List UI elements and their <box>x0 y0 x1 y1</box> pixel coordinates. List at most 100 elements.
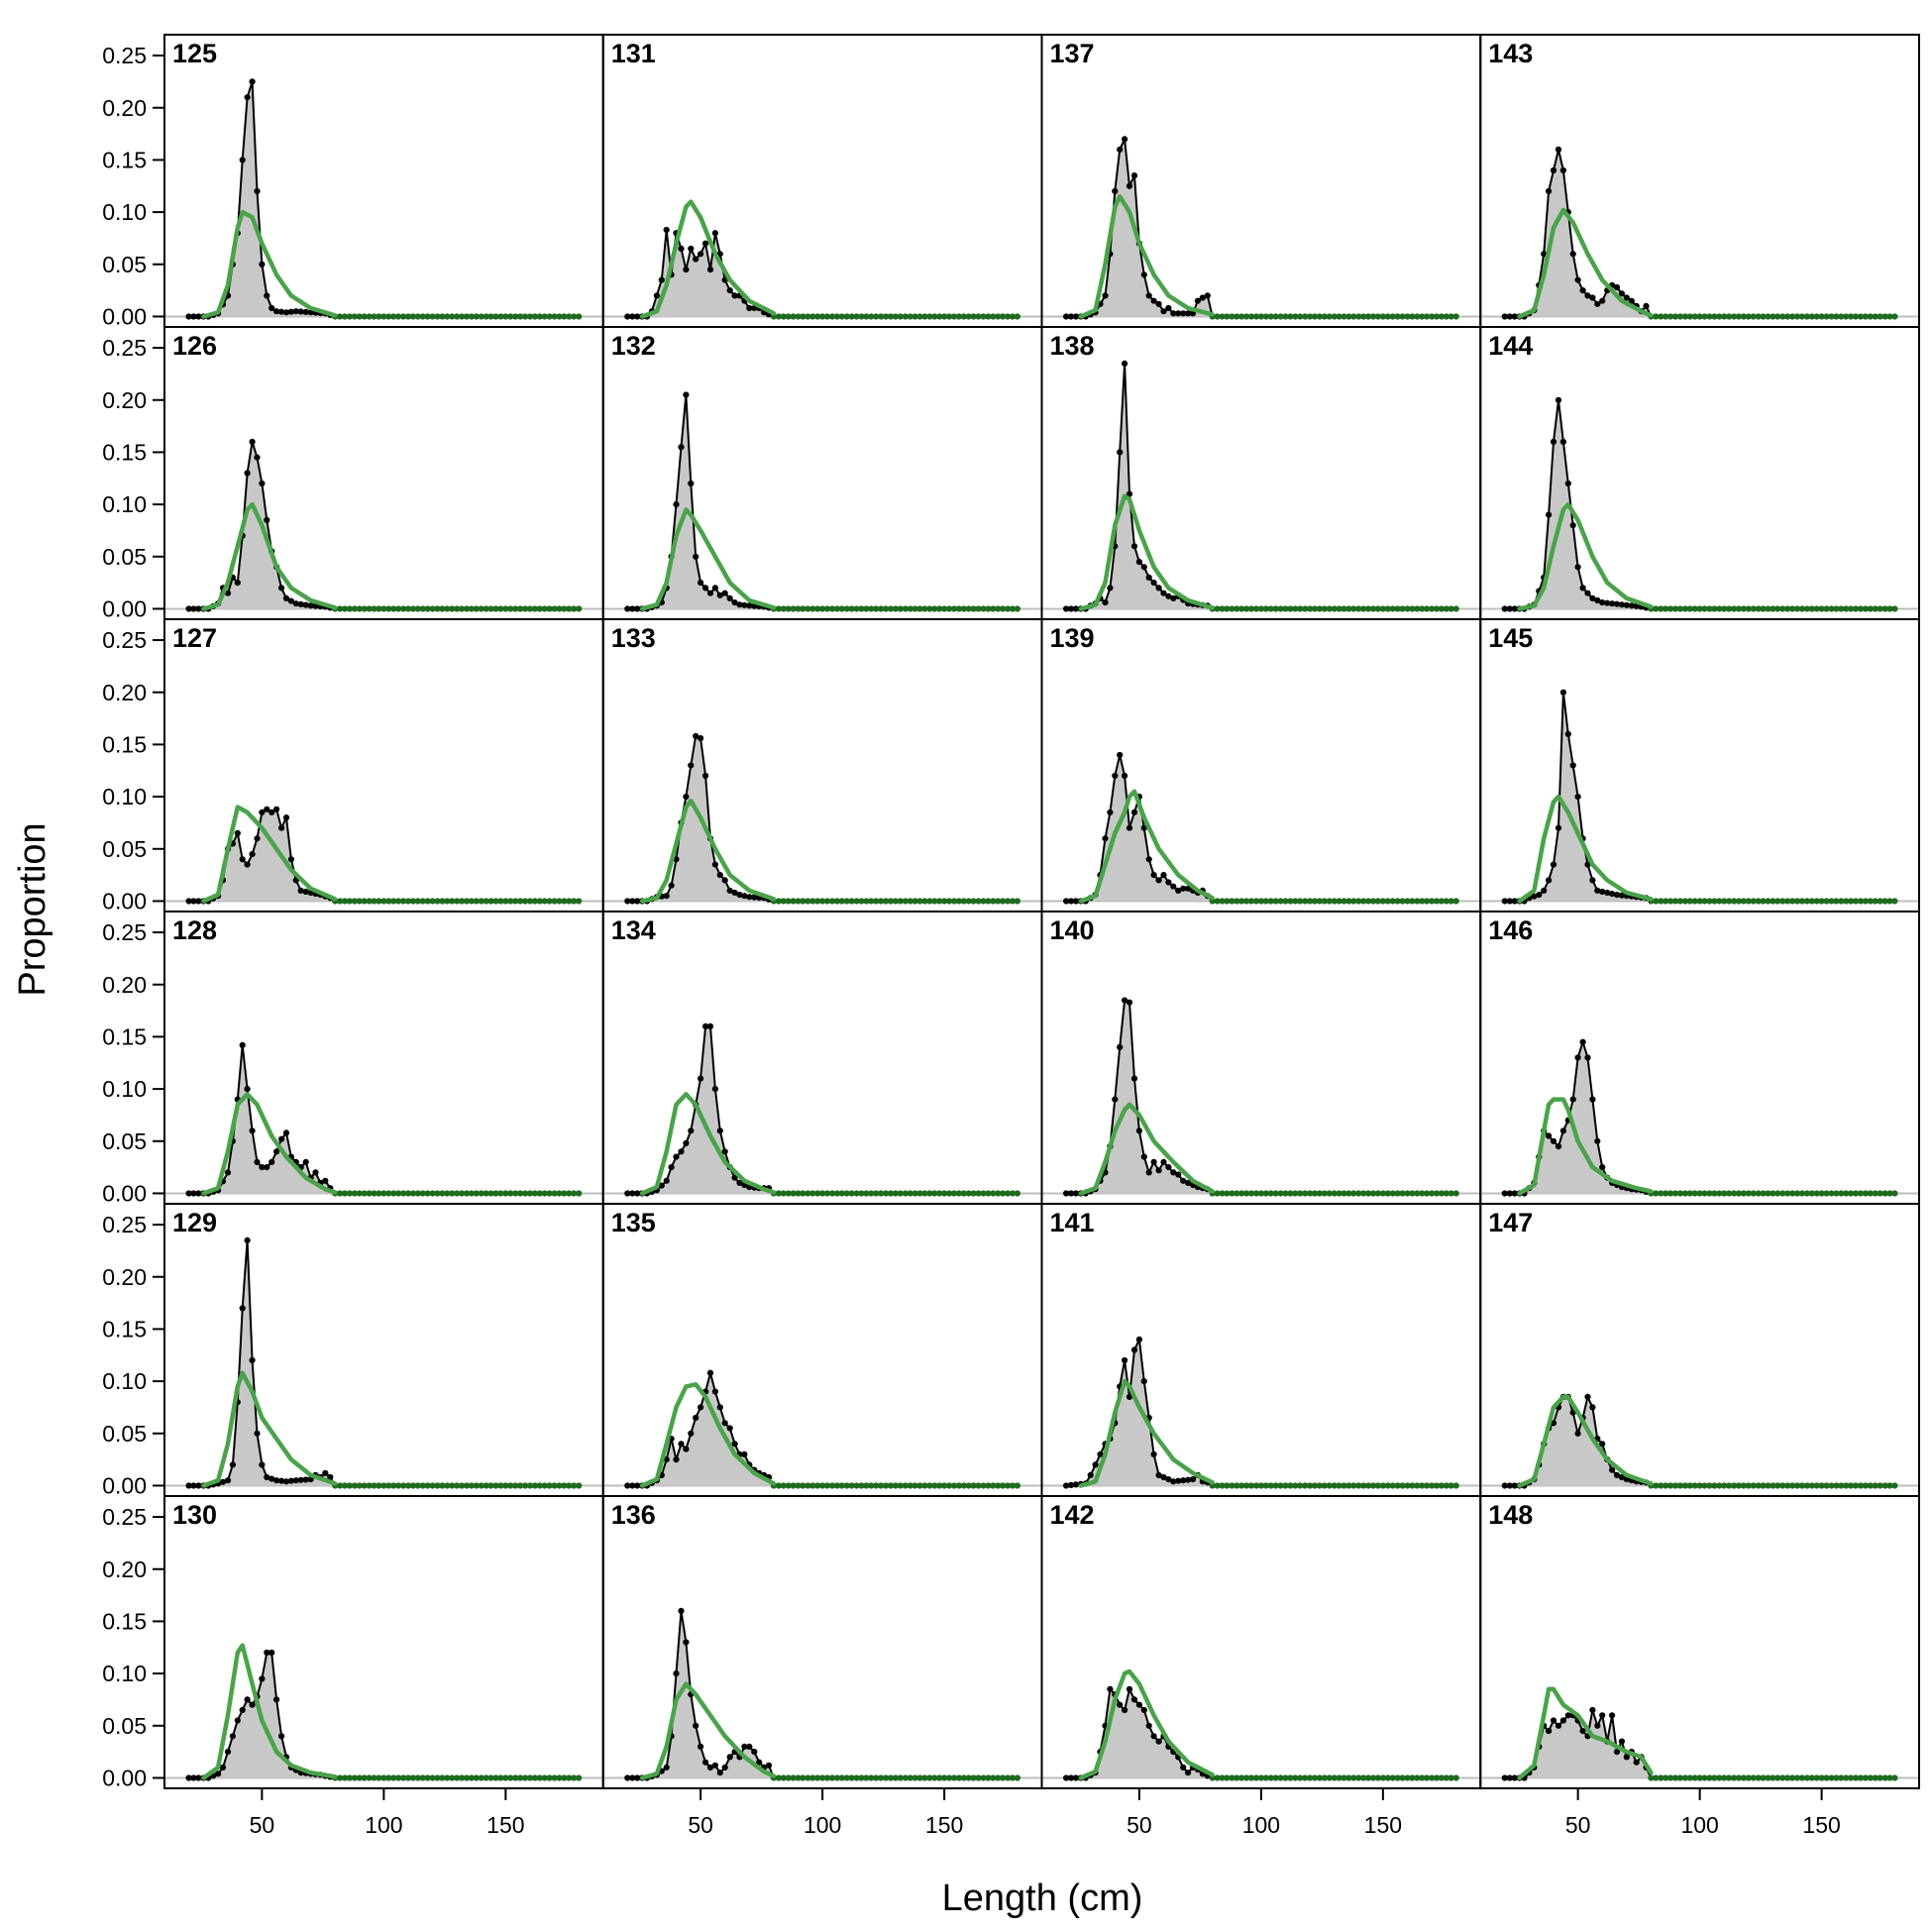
observed-point <box>1701 313 1708 320</box>
y-tick-label: 0.20 <box>102 1264 147 1290</box>
observed-point <box>936 605 943 612</box>
observed-point <box>1277 1482 1284 1489</box>
observed-area <box>1066 1000 1213 1194</box>
observed-point <box>629 1190 636 1197</box>
observed-point <box>833 605 841 612</box>
observed-point <box>1277 1774 1284 1781</box>
observed-point <box>1438 313 1445 320</box>
observed-point <box>1272 1482 1279 1489</box>
y-tick-label: 0.25 <box>102 43 147 68</box>
observed-point <box>297 1476 304 1483</box>
observed-point <box>975 1774 982 1781</box>
observed-point <box>282 594 290 602</box>
observed-point <box>1122 997 1128 1004</box>
observed-point <box>1671 898 1679 905</box>
observed-point <box>1229 1774 1235 1781</box>
panel-label: 127 <box>172 623 217 653</box>
observed-point <box>282 1129 290 1136</box>
observed-point <box>1262 1774 1269 1781</box>
observed-point <box>259 1461 266 1468</box>
observed-point <box>945 313 953 320</box>
observed-point <box>1686 313 1693 320</box>
observed-point <box>1326 313 1333 320</box>
observed-point <box>809 313 816 320</box>
observed-point <box>1779 1774 1786 1781</box>
observed-point <box>1102 835 1109 842</box>
observed-point <box>1760 1774 1767 1781</box>
observed-point <box>444 605 451 612</box>
observed-point <box>1536 892 1543 899</box>
observed-point <box>531 1190 539 1197</box>
observed-point <box>1282 313 1289 320</box>
observed-point <box>561 898 568 905</box>
observed-point <box>1331 313 1338 320</box>
observed-point <box>965 313 972 320</box>
observed-point <box>190 1774 197 1781</box>
observed-point <box>1150 872 1157 879</box>
observed-point <box>800 898 806 905</box>
y-tick-label: 0.10 <box>102 1661 147 1686</box>
observed-point <box>414 1482 421 1489</box>
observed-point <box>1282 605 1289 612</box>
observed-point <box>1716 1774 1723 1781</box>
observed-point <box>278 824 285 831</box>
observed-point <box>1234 605 1240 612</box>
observed-point <box>683 1639 690 1646</box>
observed-point <box>571 898 578 905</box>
y-tick-label: 0.05 <box>102 836 147 862</box>
observed-point <box>1005 898 1012 905</box>
observed-point <box>716 1404 723 1411</box>
observed-point <box>823 1190 831 1197</box>
observed-point <box>1424 1774 1431 1781</box>
observed-point <box>1379 313 1386 320</box>
observed-point <box>1267 1190 1274 1197</box>
observed-point <box>268 304 275 312</box>
observed-point <box>1770 898 1776 905</box>
panel-label: 144 <box>1488 331 1533 361</box>
observed-point <box>1389 898 1396 905</box>
observed-point <box>1257 898 1264 905</box>
observed-point <box>1345 1482 1352 1489</box>
observed-point <box>721 1764 728 1771</box>
observed-point <box>736 1179 743 1186</box>
observed-point <box>1716 898 1723 905</box>
observed-point <box>1721 898 1728 905</box>
observed-point <box>1891 605 1898 612</box>
observed-point <box>1126 824 1133 831</box>
observed-point <box>1613 1471 1621 1478</box>
observed-point <box>429 1482 436 1489</box>
observed-point <box>980 1482 987 1489</box>
observed-point <box>790 898 797 905</box>
observed-point <box>1643 302 1650 309</box>
observed-point <box>429 605 436 612</box>
observed-point <box>1755 313 1762 320</box>
expected-line <box>639 1382 777 1488</box>
observed-point <box>941 898 948 905</box>
observed-point <box>785 1774 792 1781</box>
observed-point <box>1872 898 1878 905</box>
observed-point <box>409 1190 416 1197</box>
observed-point <box>1452 313 1459 320</box>
observed-point <box>955 1190 963 1197</box>
observed-point <box>823 1774 831 1781</box>
observed-point <box>371 1190 377 1197</box>
observed-point <box>706 1764 714 1771</box>
observed-point <box>1584 861 1591 868</box>
observed-point <box>1843 313 1850 320</box>
observed-point <box>1813 1774 1820 1781</box>
observed-point <box>1229 1190 1235 1197</box>
observed-point <box>1267 898 1274 905</box>
observed-point <box>873 605 880 612</box>
observed-point <box>302 888 309 896</box>
observed-point <box>926 1190 933 1197</box>
observed-point <box>1589 1706 1596 1714</box>
observed-point <box>985 1482 992 1489</box>
observed-point <box>955 898 963 905</box>
observed-point <box>780 313 787 320</box>
observed-point <box>688 245 695 253</box>
observed-point <box>1681 313 1688 320</box>
observed-point <box>454 605 461 612</box>
observed-point <box>1541 887 1548 895</box>
observed-point <box>1501 605 1508 612</box>
observed-point <box>892 898 900 905</box>
